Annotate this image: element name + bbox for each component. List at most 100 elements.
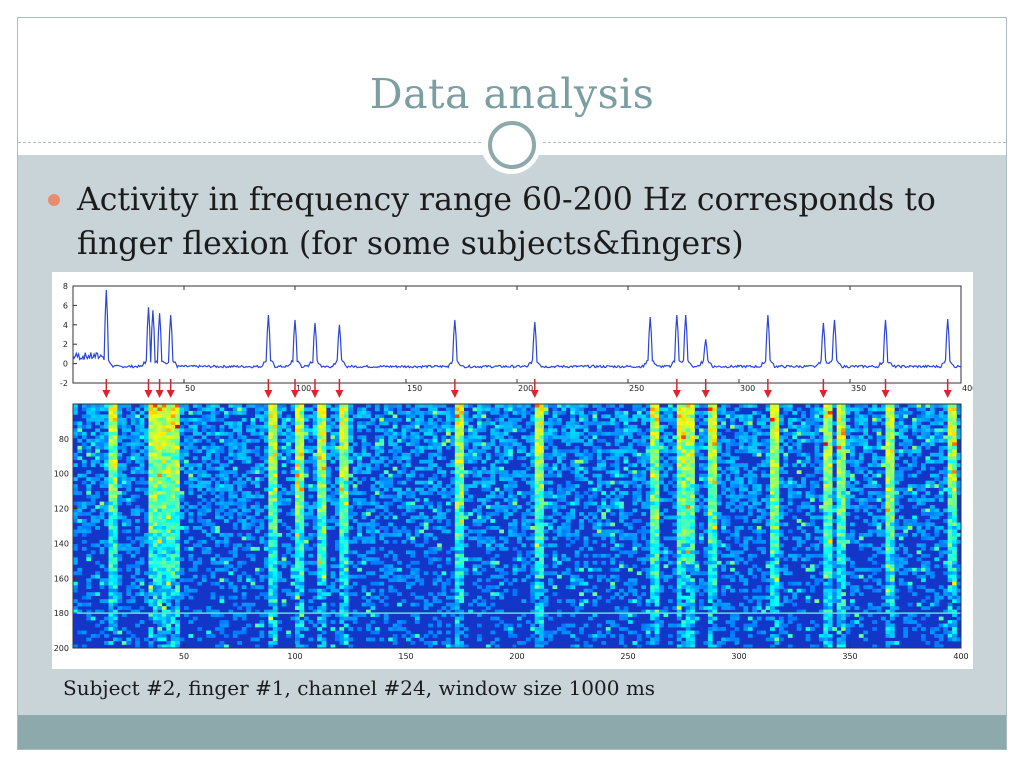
heat-cell xyxy=(636,407,642,412)
heat-cell xyxy=(219,494,225,499)
heat-cell xyxy=(481,435,487,440)
heat-cell xyxy=(210,491,216,495)
heat-cell xyxy=(184,539,189,544)
heat-cell xyxy=(317,452,322,457)
heat-cell xyxy=(152,480,158,485)
heat-cell xyxy=(383,470,389,475)
heat-cell xyxy=(343,452,349,457)
heat-cell xyxy=(463,417,469,422)
heat-cell xyxy=(135,470,140,475)
heat-cell xyxy=(343,438,349,443)
heat-cell xyxy=(219,508,225,513)
heat-cell xyxy=(188,477,194,481)
heat-cell xyxy=(108,588,114,593)
heat-cell xyxy=(468,424,473,429)
heat-cell xyxy=(525,501,531,506)
heat-cell xyxy=(472,452,478,457)
heat-cell xyxy=(108,508,114,513)
heat-cell xyxy=(428,487,433,492)
heat-cell xyxy=(592,634,598,638)
heat-cell xyxy=(81,512,87,516)
heat-cell xyxy=(579,407,584,412)
heat-cell xyxy=(503,498,509,502)
heat-cell xyxy=(170,526,176,530)
heat-cell xyxy=(237,578,243,583)
heat-cell xyxy=(645,553,651,558)
heat-cell xyxy=(406,404,411,408)
heat-cell xyxy=(157,428,163,433)
heat-cell xyxy=(184,470,189,475)
heat-cell xyxy=(175,546,180,551)
heat-cell xyxy=(95,623,100,628)
heat-cell xyxy=(148,407,154,412)
heat-cell xyxy=(161,585,167,590)
heat-cell xyxy=(152,581,158,586)
heat-cell xyxy=(339,428,345,433)
heat-cell xyxy=(121,498,127,502)
heat-cell xyxy=(184,546,189,551)
heat-cell xyxy=(388,435,393,440)
heat-cell xyxy=(219,466,225,471)
heat-cell xyxy=(126,536,132,541)
heat-cell xyxy=(139,477,145,481)
heat-cell xyxy=(366,599,371,603)
heat-cell xyxy=(299,424,305,429)
heat-cell xyxy=(565,424,571,429)
heat-cell xyxy=(308,532,314,537)
heat-cell xyxy=(601,449,607,454)
heat-cell xyxy=(650,428,655,433)
heat-cell xyxy=(201,417,207,422)
heat-cell xyxy=(636,477,642,481)
heat-cell xyxy=(628,550,633,555)
heat-cell xyxy=(104,438,109,443)
heat-cell xyxy=(414,466,420,471)
heat-cell xyxy=(517,553,522,558)
heat-cell xyxy=(112,592,118,597)
heat-cell xyxy=(321,536,327,541)
heat-cell xyxy=(512,532,518,537)
heat-cell xyxy=(610,480,615,485)
heat-cell xyxy=(628,431,633,436)
heat-cell xyxy=(255,449,260,454)
heat-cell xyxy=(237,410,243,415)
heat-cell xyxy=(454,585,460,590)
heat-cell xyxy=(166,564,171,569)
heat-cell xyxy=(357,536,362,541)
heat-cell xyxy=(166,536,171,541)
heat-cell xyxy=(73,456,78,461)
heat-cell xyxy=(241,526,247,530)
heat-cell xyxy=(339,494,345,499)
heat-cell xyxy=(343,519,349,523)
heat-cell xyxy=(263,417,269,422)
heat-cell xyxy=(419,417,425,422)
heat-cell xyxy=(339,445,345,450)
heat-cell xyxy=(210,634,216,638)
heat-cell xyxy=(179,431,185,436)
heat-cell xyxy=(152,571,158,576)
heat-cell xyxy=(321,487,327,492)
heat-cell xyxy=(548,634,553,638)
heat-cell xyxy=(650,641,655,645)
heat-cell xyxy=(295,494,300,499)
heat-cell xyxy=(277,428,282,433)
heat-cell xyxy=(192,484,198,488)
heat-cell xyxy=(112,449,118,454)
heat-cell xyxy=(175,571,180,576)
heat-cell xyxy=(81,404,87,408)
heat-cell xyxy=(592,404,598,408)
heat-cell xyxy=(299,543,305,548)
heat-cell xyxy=(108,501,114,506)
heat-cell xyxy=(534,438,540,443)
heat-cell xyxy=(574,491,580,495)
heat-cell xyxy=(317,435,322,440)
heat-cell xyxy=(81,539,87,544)
heat-cell xyxy=(157,602,163,607)
heat-cell xyxy=(406,410,411,415)
heat-cell xyxy=(534,567,540,572)
heat-cell xyxy=(166,508,171,513)
heat-cell xyxy=(108,410,114,415)
heat-cell xyxy=(499,470,504,475)
heat-cell xyxy=(90,501,96,506)
heat-cell xyxy=(623,459,629,464)
heat-cell xyxy=(308,560,314,565)
